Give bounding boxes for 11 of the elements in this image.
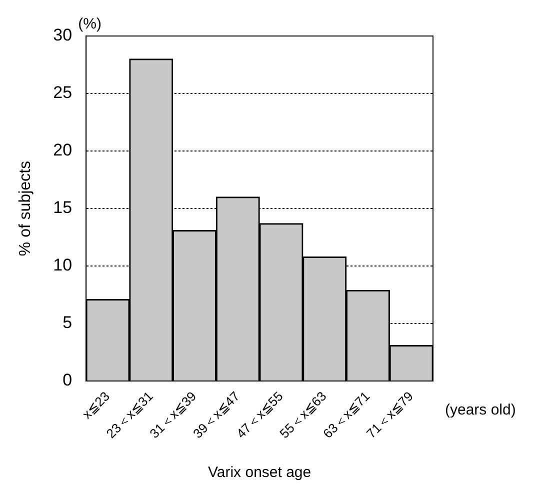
y-axis-title: % of subjects [17, 160, 34, 256]
y-tick-label: 0 [62, 370, 72, 390]
text: (%) [78, 16, 102, 33]
y-tick-label: 15 [53, 198, 72, 218]
y-tick-label: 10 [53, 256, 72, 275]
x-axis-title: Varix onset age [208, 464, 312, 482]
y-tick-label: 5 [62, 313, 72, 332]
y-tick-label: 20 [53, 140, 72, 160]
y-tick-label: 25 [53, 83, 72, 102]
y-tick-label: 30 [53, 26, 72, 45]
text: (years old) [445, 402, 516, 419]
